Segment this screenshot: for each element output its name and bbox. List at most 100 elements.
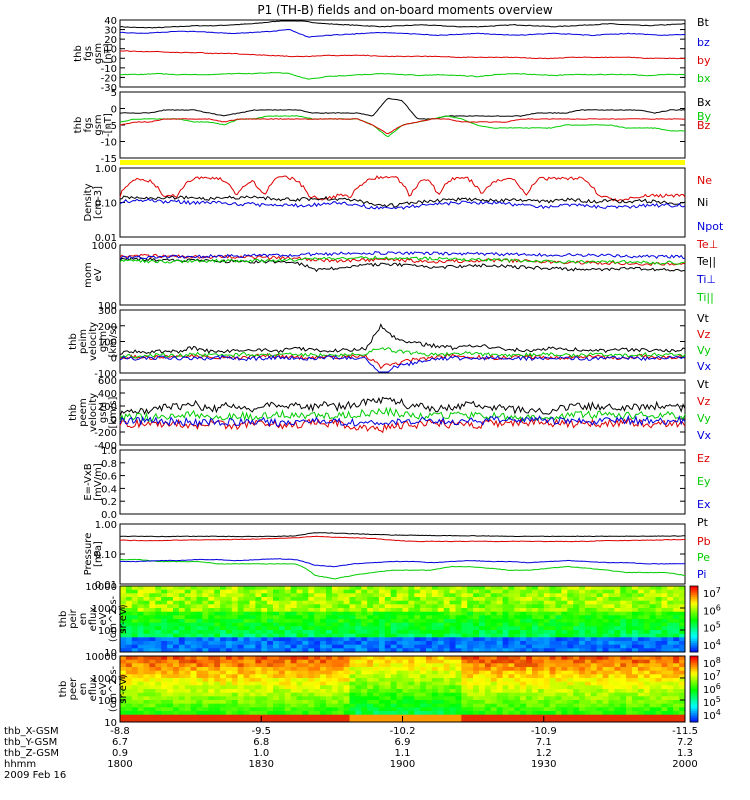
peer_spectrogram-cell bbox=[561, 703, 568, 708]
peer_spectrogram-cell bbox=[502, 696, 509, 701]
peer_spectrogram-cell bbox=[296, 689, 303, 694]
peer_spectrogram-cell bbox=[190, 700, 197, 705]
peer_spectrogram-cell bbox=[326, 656, 333, 661]
peir_spectrogram-cell bbox=[567, 637, 574, 642]
peir_spectrogram-cell bbox=[220, 633, 227, 638]
peer_spectrogram-cell bbox=[484, 656, 492, 661]
peer_spectrogram-cell bbox=[120, 656, 127, 661]
peir_spectrogram-cell bbox=[626, 597, 633, 602]
peir_spectrogram-cell bbox=[490, 619, 498, 624]
peir_spectrogram-cell bbox=[579, 637, 586, 642]
peer_spectrogram-cell bbox=[561, 685, 568, 690]
peir_spectrogram-cell bbox=[402, 586, 409, 591]
peir_spectrogram-cell bbox=[543, 615, 551, 620]
peir_spectrogram-cell bbox=[384, 633, 392, 638]
peir_spectrogram-cell bbox=[532, 630, 539, 635]
peer_spectrogram-cell bbox=[579, 714, 586, 719]
peir_spectrogram-cell bbox=[520, 637, 527, 642]
peir_spectrogram-cell bbox=[278, 619, 286, 624]
peer_spectrogram-colorbar-segment bbox=[690, 662, 698, 666]
peir_spectrogram-cell bbox=[308, 586, 315, 591]
peir_spectrogram-cell bbox=[502, 619, 509, 624]
peir_spectrogram-cell bbox=[202, 619, 209, 624]
peer_spectrogram-cell bbox=[526, 663, 533, 668]
fgs_gsm-series-bx bbox=[119, 71, 686, 80]
peir_spectrogram-cell bbox=[602, 611, 609, 616]
peer_spectrogram-cell bbox=[443, 718, 451, 723]
peir_spectrogram-cell bbox=[667, 648, 674, 653]
peer_spectrogram-cell bbox=[449, 678, 456, 683]
peer_spectrogram-cell bbox=[443, 692, 451, 697]
peer_spectrogram-ylabel-line: sr-eV) bbox=[118, 674, 129, 703]
peir_spectrogram-cell bbox=[131, 626, 139, 631]
peir_spectrogram-cell bbox=[308, 608, 315, 613]
peer_spectrogram-cell bbox=[343, 692, 350, 697]
peer_spectrogram-cell bbox=[590, 685, 598, 690]
peer_spectrogram-cell bbox=[302, 674, 309, 679]
peir_spectrogram-cell bbox=[626, 633, 633, 638]
peir_spectrogram-cell bbox=[532, 641, 539, 646]
peer_spectrogram-cell bbox=[596, 667, 604, 672]
peir_spectrogram-cell bbox=[267, 622, 274, 627]
peir_spectrogram-cell bbox=[502, 626, 509, 631]
peer_spectrogram-cell bbox=[567, 707, 574, 712]
peer_spectrogram-cell bbox=[567, 689, 574, 694]
peir_spectrogram-cell bbox=[161, 586, 168, 591]
peir_spectrogram-cell bbox=[584, 633, 592, 638]
peer_spectrogram-cell bbox=[267, 685, 274, 690]
peer_spectrogram-cell bbox=[479, 718, 486, 723]
peir_spectrogram-cell bbox=[679, 619, 686, 624]
peir_spectrogram-cell bbox=[143, 641, 150, 646]
peer_spectrogram-cell bbox=[373, 685, 380, 690]
peir_spectrogram-cell bbox=[626, 637, 633, 642]
peir_spectrogram-cell bbox=[661, 637, 668, 642]
peer_spectrogram-cell bbox=[520, 714, 527, 719]
peir_spectrogram-cell bbox=[131, 593, 139, 598]
peir_spectrogram-cell bbox=[349, 641, 356, 646]
peer_spectrogram-colorbar-segment bbox=[690, 713, 698, 716]
peir_spectrogram-cell bbox=[143, 644, 150, 649]
peir_spectrogram-cell bbox=[125, 633, 133, 638]
peer_spectrogram-cell bbox=[537, 667, 545, 672]
peir_spectrogram-cell bbox=[396, 608, 403, 613]
peer_spectrogram-cell bbox=[373, 689, 380, 694]
peer_spectrogram-cell bbox=[373, 703, 380, 708]
peer_spectrogram-cell bbox=[637, 707, 645, 712]
peer_spectrogram-cell bbox=[214, 674, 221, 679]
peer_spectrogram-cell bbox=[308, 700, 315, 705]
peir_spectrogram-cell bbox=[526, 589, 533, 594]
peer_spectrogram-cell bbox=[502, 692, 509, 697]
peir_spectrogram-cell bbox=[314, 593, 321, 598]
peir_spectrogram-cell bbox=[449, 611, 456, 616]
peer_spectrogram-cell bbox=[508, 707, 515, 712]
peir_spectrogram-cell bbox=[555, 622, 562, 627]
peer_spectrogram-cell bbox=[331, 685, 339, 690]
peer_spectrogram-cell bbox=[396, 685, 403, 690]
peer_spectrogram-cell bbox=[584, 663, 592, 668]
peir_spectrogram-cell bbox=[420, 633, 427, 638]
peer_spectrogram-cell bbox=[331, 681, 339, 686]
peer_spectrogram-cell bbox=[255, 692, 262, 697]
peer_spectrogram-cell bbox=[655, 670, 662, 675]
peer_spectrogram-cell bbox=[196, 696, 203, 701]
peer_spectrogram-cell bbox=[490, 703, 498, 708]
peer_spectrogram-colorbar-segment bbox=[690, 717, 698, 721]
peir_spectrogram-cell bbox=[479, 615, 486, 620]
peer_spectrogram-cell bbox=[320, 707, 327, 712]
peer_spectrogram-cell bbox=[490, 685, 498, 690]
peir_spectrogram-cell bbox=[573, 633, 580, 638]
peer_spectrogram-cell bbox=[520, 703, 527, 708]
peer_spectrogram-cell bbox=[526, 714, 533, 719]
peir_spectrogram-cell bbox=[379, 633, 386, 638]
peir_spectrogram-cell bbox=[214, 600, 221, 605]
peir_spectrogram-cell bbox=[255, 611, 262, 616]
peer_spectrogram-cell bbox=[426, 711, 433, 716]
peer_spectrogram-cell bbox=[532, 656, 539, 661]
peer_spectrogram-cell bbox=[614, 703, 621, 708]
peir_spectrogram-cell bbox=[632, 604, 639, 609]
peer_spectrogram-cell bbox=[479, 696, 486, 701]
peer_spectrogram-cell bbox=[331, 659, 339, 664]
peer_spectrogram-cell bbox=[302, 659, 309, 664]
peir_spectrogram-cell bbox=[373, 622, 380, 627]
peir_spectrogram-cell bbox=[449, 608, 456, 613]
